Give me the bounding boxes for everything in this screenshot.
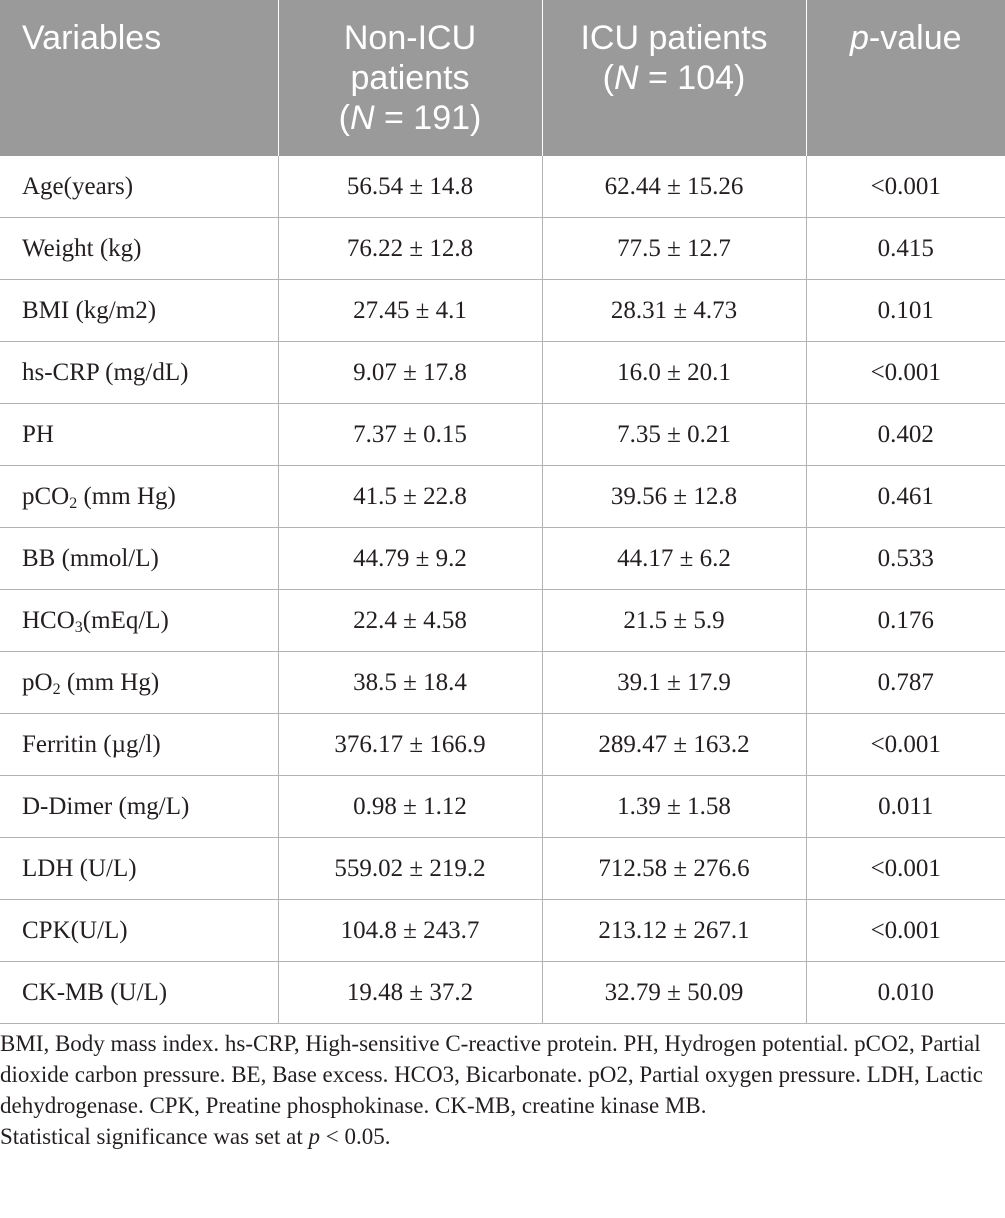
cell-non-icu: 27.45 ± 4.1 — [277, 279, 543, 342]
cell-variable: Weight (kg) — [0, 217, 279, 280]
cell-non-icu: 559.02 ± 219.2 — [277, 837, 543, 900]
cell-variable: BB (mmol/L) — [0, 527, 279, 590]
cell-p-value: <0.001 — [805, 341, 1005, 404]
cell-icu: 44.17 ± 6.2 — [541, 527, 807, 590]
cell-variable: LDH (U/L) — [0, 837, 279, 900]
cell-p-value: 0.011 — [805, 775, 1005, 838]
cell-non-icu: 41.5 ± 22.8 — [277, 465, 543, 528]
cell-non-icu: 19.48 ± 37.2 — [277, 961, 543, 1024]
cell-non-icu: 22.4 ± 4.58 — [277, 589, 543, 652]
cell-non-icu: 44.79 ± 9.2 — [277, 527, 543, 590]
cell-p-value: 0.176 — [805, 589, 1005, 652]
header-icu-line1: ICU patients — [580, 19, 768, 57]
cell-icu: 712.58 ± 276.6 — [541, 837, 807, 900]
cell-p-value: 0.415 — [805, 217, 1005, 280]
cell-icu: 289.47 ± 163.2 — [541, 713, 807, 776]
cell-icu: 28.31 ± 4.73 — [541, 279, 807, 342]
cell-variable: hs-CRP (mg/dL) — [0, 341, 279, 404]
cell-variable: Ferritin (µg/l) — [0, 713, 279, 776]
cell-variable: CPK(U/L) — [0, 899, 279, 962]
table-row: pO2 (mm Hg) 38.5 ± 18.4 39.1 ± 17.9 0.787 — [0, 651, 1005, 714]
cell-icu: 39.56 ± 12.8 — [541, 465, 807, 528]
cell-icu: 21.5 ± 5.9 — [541, 589, 807, 652]
cell-non-icu: 76.22 ± 12.8 — [277, 217, 543, 280]
cell-icu: 1.39 ± 1.58 — [541, 775, 807, 838]
table-row: CK-MB (U/L) 19.48 ± 37.2 32.79 ± 50.09 0.01… — [0, 961, 1005, 1024]
table-body: Age(years) 56.54 ± 14.8 62.44 ± 15.26 <0.00… — [0, 156, 1005, 1024]
cell-p-value: 0.010 — [805, 961, 1005, 1024]
cell-variable: pO2 (mm Hg) — [0, 651, 279, 714]
header-variables: Variables — [0, 0, 279, 156]
cell-variable: HCO3(mEq/L) — [0, 589, 279, 652]
table-row: D-Dimer (mg/L) 0.98 ± 1.12 1.39 ± 1.58 0.01… — [0, 775, 1005, 838]
cell-p-value: <0.001 — [805, 837, 1005, 900]
cell-p-value: 0.101 — [805, 279, 1005, 342]
header-non-icu: Non-ICU patients (N = 191) — [277, 0, 543, 156]
results-table: Variables Non-ICU patients (N = 191) ICU… — [0, 0, 1005, 1024]
cell-p-value: 0.787 — [805, 651, 1005, 714]
cell-variable: CK-MB (U/L) — [0, 961, 279, 1024]
cell-non-icu: 0.98 ± 1.12 — [277, 775, 543, 838]
header-row: Variables Non-ICU patients (N = 191) ICU… — [0, 0, 1005, 156]
table-row: PH 7.37 ± 0.15 7.35 ± 0.21 0.402 — [0, 403, 1005, 466]
cell-icu: 213.12 ± 267.1 — [541, 899, 807, 962]
header-non-icu-line2: patients — [350, 59, 470, 97]
cell-p-value: <0.001 — [805, 899, 1005, 962]
cell-non-icu: 38.5 ± 18.4 — [277, 651, 543, 714]
cell-icu: 39.1 ± 17.9 — [541, 651, 807, 714]
table-row: BMI (kg/m2) 27.45 ± 4.1 28.31 ± 4.73 0.101 — [0, 279, 1005, 342]
header-icu-n: (N = 104) — [602, 59, 746, 97]
table-row: BB (mmol/L) 44.79 ± 9.2 44.17 ± 6.2 0.533 — [0, 527, 1005, 590]
footnote-abbreviations: BMI, Body mass index. hs-CRP, High-sensi… — [0, 1031, 983, 1118]
header-icu: ICU patients (N = 104) — [541, 0, 807, 156]
cell-variable: pCO2 (mm Hg) — [0, 465, 279, 528]
table-row: pCO2 (mm Hg) 41.5 ± 22.8 39.56 ± 12.8 0.461 — [0, 465, 1005, 528]
cell-p-value: <0.001 — [805, 156, 1005, 218]
table-row: Weight (kg) 76.22 ± 12.8 77.5 ± 12.7 0.415 — [0, 217, 1005, 280]
cell-non-icu: 376.17 ± 166.9 — [277, 713, 543, 776]
table-row: hs-CRP (mg/dL) 9.07 ± 17.8 16.0 ± 20.1 <0.0… — [0, 341, 1005, 404]
cell-variable: BMI (kg/m2) — [0, 279, 279, 342]
table-row: LDH (U/L) 559.02 ± 219.2 712.58 ± 276.6 <0.… — [0, 837, 1005, 900]
cell-non-icu: 9.07 ± 17.8 — [277, 341, 543, 404]
footnote-significance: Statistical significance was set at p < … — [0, 1124, 391, 1149]
table-row: Age(years) 56.54 ± 14.8 62.44 ± 15.26 <0.00… — [0, 156, 1005, 218]
table-header: Variables Non-ICU patients (N = 191) ICU… — [0, 0, 1005, 156]
cell-variable: PH — [0, 403, 279, 466]
table-row: HCO3(mEq/L) 22.4 ± 4.58 21.5 ± 5.9 0.176 — [0, 589, 1005, 652]
cell-p-value: 0.402 — [805, 403, 1005, 466]
cell-icu: 7.35 ± 0.21 — [541, 403, 807, 466]
cell-non-icu: 7.37 ± 0.15 — [277, 403, 543, 466]
cell-p-value: 0.461 — [805, 465, 1005, 528]
table-row: CPK(U/L) 104.8 ± 243.7 213.12 ± 267.1 <0.00… — [0, 899, 1005, 962]
cell-variable: Age(years) — [0, 156, 279, 218]
header-p-value: p-value — [805, 0, 1005, 156]
table-row: Ferritin (µg/l) 376.17 ± 166.9 289.47 ± 16… — [0, 713, 1005, 776]
header-non-icu-line1: Non-ICU — [343, 19, 477, 57]
cell-icu: 16.0 ± 20.1 — [541, 341, 807, 404]
cell-p-value: <0.001 — [805, 713, 1005, 776]
cell-icu: 62.44 ± 15.26 — [541, 156, 807, 218]
cell-non-icu: 56.54 ± 14.8 — [277, 156, 543, 218]
cell-non-icu: 104.8 ± 243.7 — [277, 899, 543, 962]
header-non-icu-n: (N = 191) — [338, 99, 482, 137]
cell-variable: D-Dimer (mg/L) — [0, 775, 279, 838]
cell-icu: 77.5 ± 12.7 — [541, 217, 807, 280]
cell-p-value: 0.533 — [805, 527, 1005, 590]
cell-icu: 32.79 ± 50.09 — [541, 961, 807, 1024]
table-footnote: BMI, Body mass index. hs-CRP, High-sensi… — [0, 1028, 1000, 1152]
